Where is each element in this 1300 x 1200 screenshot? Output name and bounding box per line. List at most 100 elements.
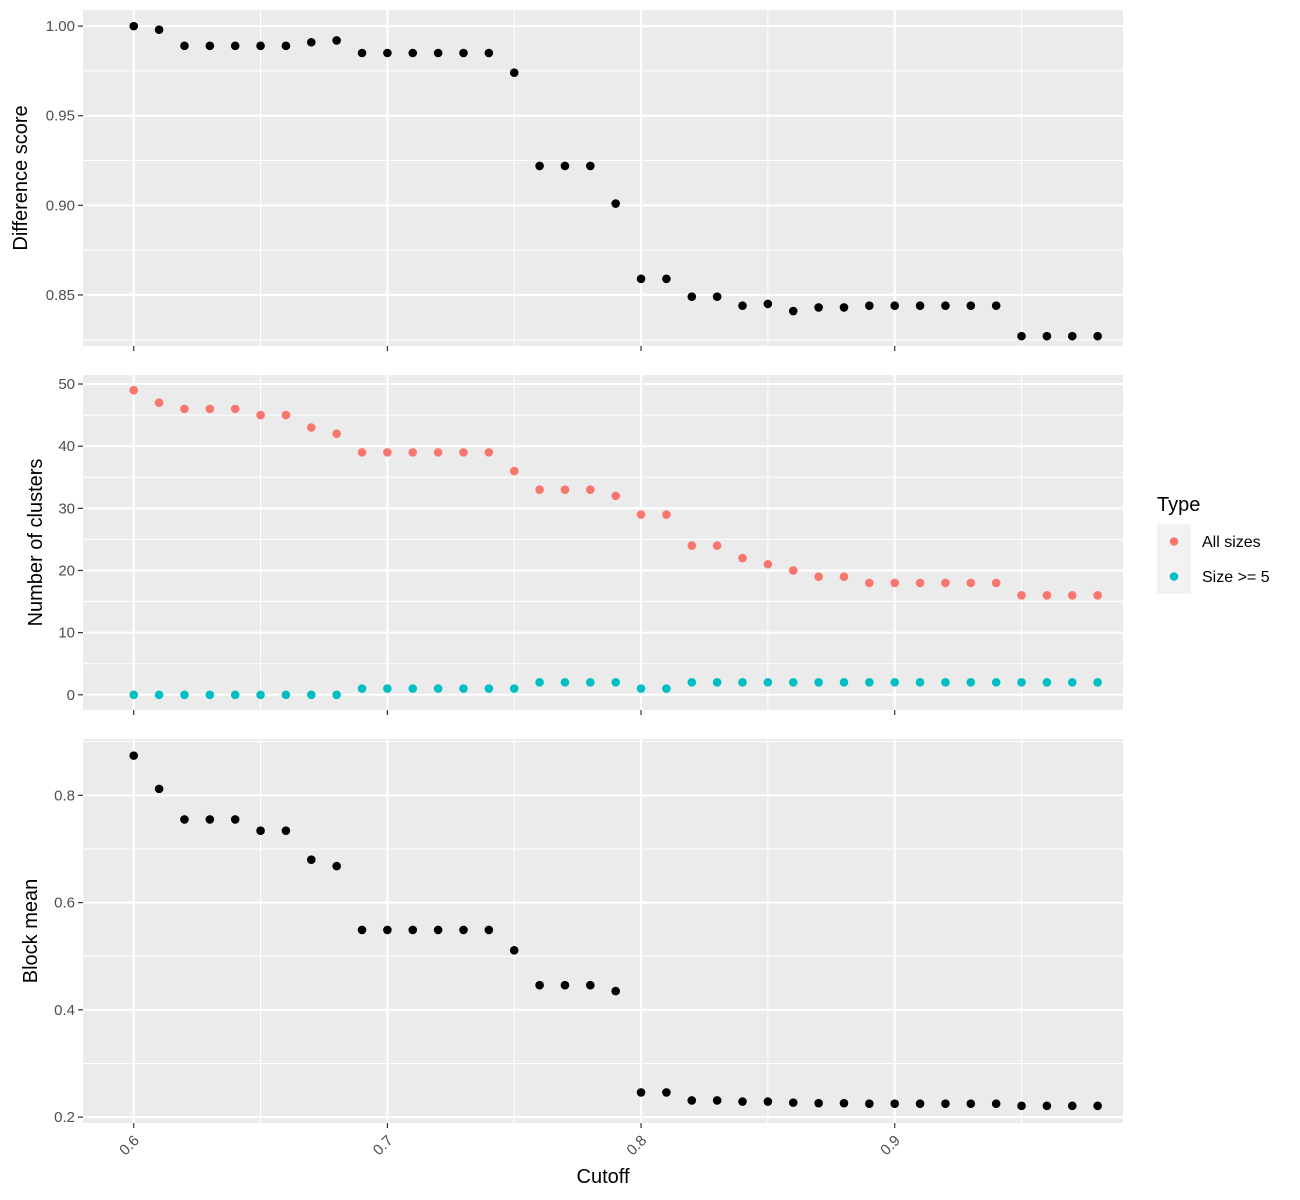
data-point (459, 925, 468, 935)
data-point (154, 784, 164, 794)
data-point (865, 578, 874, 588)
data-point (205, 404, 215, 414)
data-point (586, 980, 595, 990)
data-point (611, 491, 620, 501)
legend-entries: All sizes Size >= 5 (1157, 524, 1270, 594)
data-point (484, 925, 494, 935)
data-point (205, 815, 215, 824)
data-point (662, 510, 671, 519)
legend-label: All sizes (1202, 534, 1261, 551)
data-point (408, 448, 418, 457)
data-point (129, 385, 139, 395)
data-point (915, 301, 925, 310)
data-point (560, 161, 570, 171)
data-point (433, 925, 443, 935)
data-point (890, 1099, 900, 1108)
data-point (788, 306, 798, 316)
data-point (941, 678, 950, 687)
data-point (941, 578, 950, 588)
y-tick-label: 0.2 (54, 1109, 75, 1126)
data-point (1017, 331, 1026, 341)
data-point (788, 566, 798, 575)
data-point (383, 925, 392, 935)
data-point (687, 1096, 697, 1105)
data-point (357, 925, 367, 935)
legend-marker (1169, 537, 1179, 546)
data-point (408, 684, 418, 693)
data-point (1067, 331, 1077, 341)
data-point (662, 684, 671, 693)
data-point (738, 1097, 747, 1106)
data-point (129, 751, 139, 760)
legend-marker (1169, 572, 1179, 581)
data-point (712, 678, 722, 687)
series-1 (129, 21, 1102, 341)
data-point (712, 292, 722, 302)
panel-background (83, 739, 1123, 1123)
y-tick-label: 40 (58, 438, 75, 455)
data-point (636, 510, 646, 519)
x-axis-title: Cutoff (577, 1166, 630, 1188)
data-point (256, 826, 265, 836)
data-point (256, 690, 265, 700)
data-point (839, 572, 849, 581)
data-point (636, 1088, 646, 1097)
y-tick-label: 0.90 (46, 197, 75, 214)
panel-3: 0.2 0.4 0.6 0.8 0.6 0.7 0.8 0.9 Block mean Cutoff (20, 739, 1123, 1188)
data-point (738, 678, 747, 687)
data-point (763, 559, 773, 569)
data-point (712, 1096, 722, 1105)
data-point (154, 398, 164, 407)
data-point (586, 485, 595, 494)
data-point (509, 68, 519, 78)
data-point (687, 541, 697, 550)
data-point (383, 684, 392, 693)
y-axis-title: Number of clusters (25, 459, 47, 627)
data-point (1067, 678, 1077, 687)
data-point (281, 826, 291, 836)
data-point (788, 1098, 798, 1107)
series-2 (129, 678, 1102, 700)
data-point (636, 684, 646, 693)
data-point (1093, 1101, 1102, 1111)
data-point (814, 1098, 823, 1108)
legend-title: Type (1157, 494, 1200, 516)
data-point (586, 161, 595, 171)
data-point (433, 48, 443, 58)
data-point (890, 678, 900, 687)
data-point (1017, 1101, 1026, 1111)
data-point (611, 199, 620, 208)
series-1 (129, 751, 1102, 1111)
data-point (281, 410, 291, 420)
data-point (991, 678, 1001, 687)
data-point (763, 678, 773, 687)
data-point (205, 690, 215, 700)
x-tick-label: 0.7 (370, 1132, 397, 1159)
data-point (535, 485, 544, 494)
data-point (687, 292, 697, 302)
data-point (560, 980, 570, 990)
data-point (941, 1099, 950, 1108)
data-point (484, 448, 494, 457)
data-point (915, 578, 925, 588)
data-point (738, 553, 747, 563)
legend-label: Size >= 5 (1202, 569, 1270, 586)
data-point (1017, 591, 1026, 600)
data-point (839, 303, 849, 312)
data-point (535, 980, 544, 990)
data-point (636, 274, 646, 284)
data-point (763, 299, 773, 309)
y-tick-label: 30 (58, 500, 75, 517)
data-point (459, 448, 468, 457)
panels-group: 0.85 0.90 0.95 1.00 Difference score 0 10 20 30 4… (10, 10, 1123, 1188)
data-point (1042, 678, 1052, 687)
data-point (332, 429, 341, 439)
data-point (814, 303, 823, 312)
data-point (560, 485, 570, 494)
data-point (966, 678, 976, 687)
data-point (256, 41, 265, 51)
data-point (535, 161, 544, 171)
data-point (484, 48, 494, 58)
panel-1: 0.85 0.90 0.95 1.00 Difference score (10, 10, 1123, 351)
panel-background (83, 10, 1123, 346)
